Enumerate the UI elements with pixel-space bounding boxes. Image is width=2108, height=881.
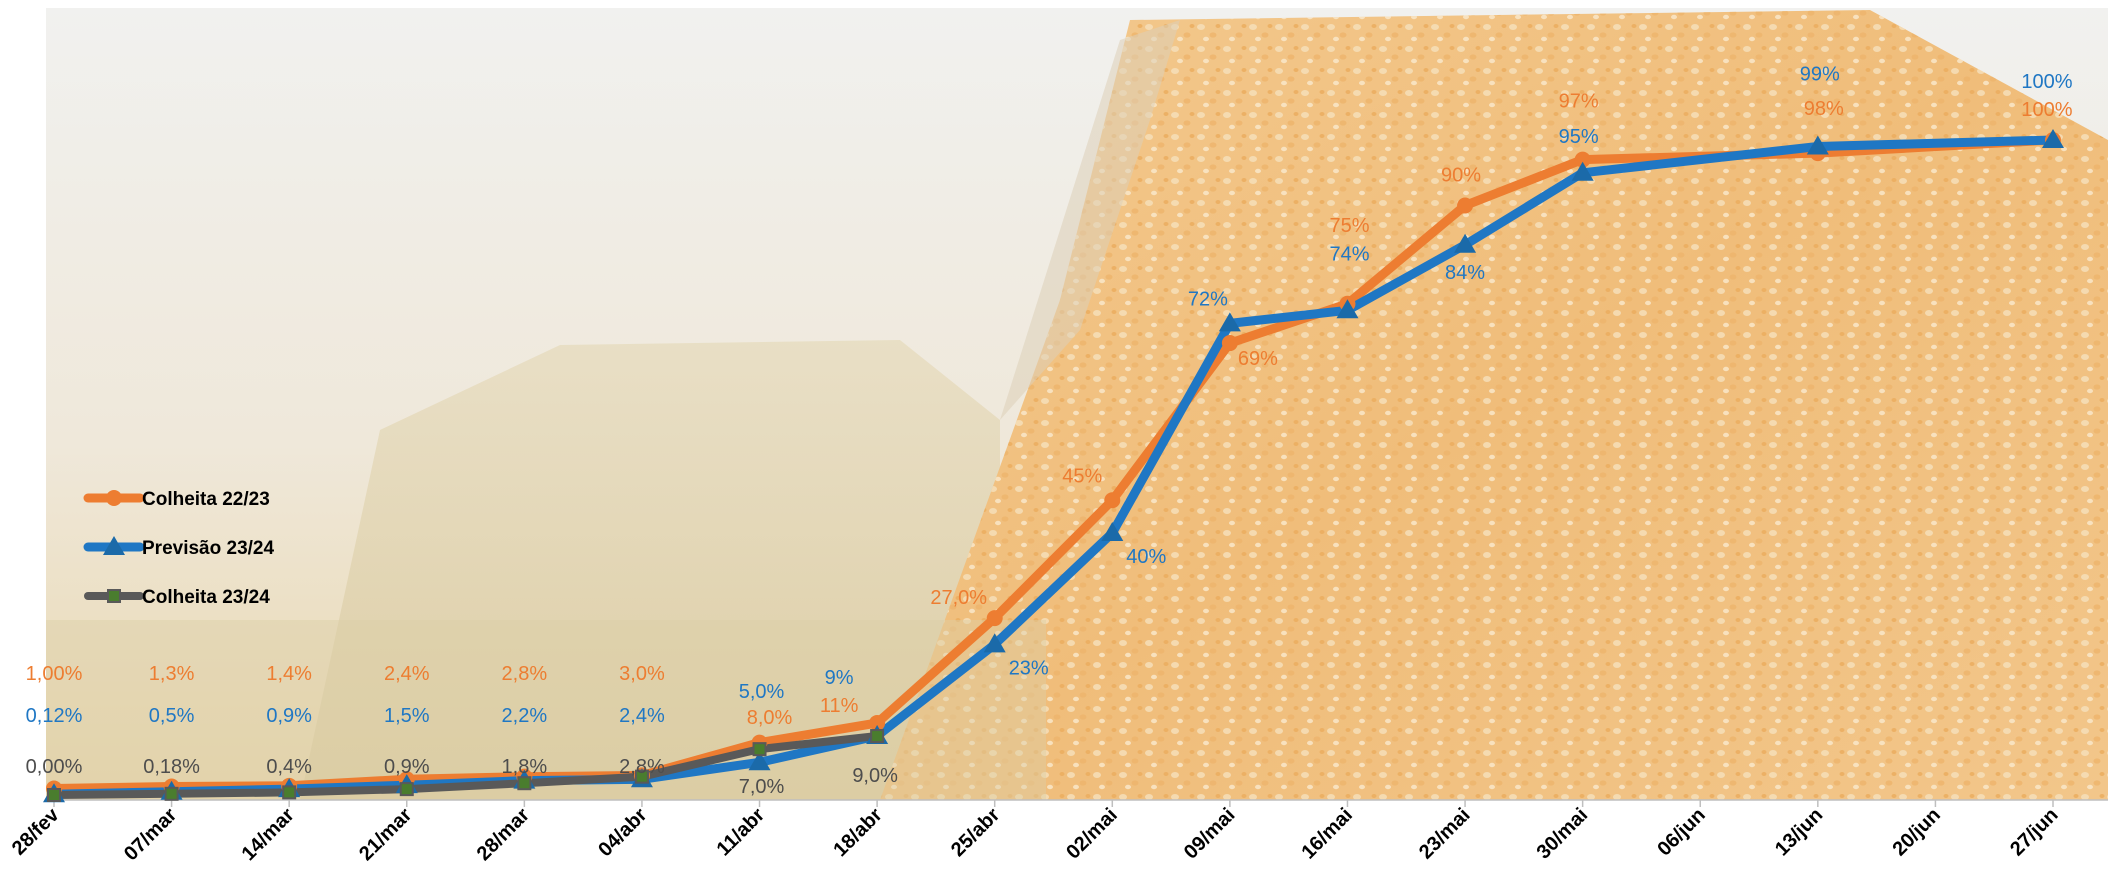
data-point-marker (1806, 135, 1829, 155)
data-label: 1,4% (266, 663, 312, 685)
data-label: 0,4% (266, 756, 312, 778)
legend-label: Previsão 23/24 (142, 538, 274, 559)
series-line-2 (50, 732, 882, 799)
legend-marker (106, 490, 122, 506)
data-label: 95% (1559, 126, 1599, 148)
data-label: 0,9% (384, 756, 430, 778)
x-tick-label: 14/mar (238, 804, 299, 865)
data-point-marker (1218, 312, 1241, 332)
data-label: 3,0% (619, 663, 665, 685)
data-label: 99% (1800, 64, 1840, 86)
data-label: 2,8% (619, 756, 665, 778)
data-point-marker (399, 782, 414, 797)
data-label: 0,18% (143, 756, 200, 778)
data-point-marker (869, 714, 886, 731)
data-label: 98% (1804, 98, 1844, 120)
x-tick-label: 18/abr (829, 804, 886, 861)
legend-item: Colheita 22/23 (83, 489, 270, 510)
data-point-marker (983, 633, 1006, 653)
x-tick-label: 27/jun (2006, 804, 2062, 860)
data-point-marker (986, 610, 1003, 627)
data-label: 9,0% (852, 765, 898, 787)
data-point-marker (47, 788, 61, 802)
data-point-marker (164, 786, 179, 801)
data-labels: 1,00% 1,3% 1,4% 2,4% 2,8% 3,0% 8,0% 11% 27,0% 45%… (26, 64, 2073, 798)
series-line-0 (49, 135, 2058, 793)
x-tick-label: 21/mar (355, 804, 416, 865)
x-tick-label: 07/mar (120, 804, 181, 865)
data-label: 2,4% (619, 705, 665, 727)
data-label: 100% (2021, 99, 2072, 121)
x-tick-label: 28/fev (8, 803, 64, 859)
legend-marker (103, 536, 125, 555)
data-point-marker (1457, 197, 1474, 214)
data-label: 1,5% (384, 705, 430, 727)
data-label: 97% (1559, 91, 1599, 113)
data-label: 75% (1329, 215, 1369, 237)
data-label: 69% (1238, 348, 1278, 370)
data-point-marker (282, 785, 297, 800)
x-tick-label: 25/abr (947, 804, 1004, 861)
legend-label: Colheita 23/24 (142, 587, 270, 608)
data-point-marker (2042, 129, 2064, 148)
series-markers (43, 129, 2064, 803)
data-label: 40% (1126, 546, 1166, 568)
data-point-marker (870, 729, 885, 744)
data-point-marker (752, 742, 767, 757)
data-label: 45% (1062, 465, 1102, 487)
data-label: 0,00% (26, 756, 83, 778)
data-label: 27,0% (930, 587, 987, 609)
x-tick-label: 09/mai (1180, 804, 1240, 864)
data-label: 9% (825, 667, 854, 689)
data-point-marker (1574, 151, 1591, 168)
legend-item: Colheita 23/24 (84, 587, 270, 608)
data-label: 0,5% (149, 705, 195, 727)
legend-marker (107, 589, 121, 603)
data-label: 11% (820, 695, 859, 717)
data-point-marker (1571, 161, 1594, 181)
data-label: 1,00% (26, 663, 83, 685)
data-label: 0,12% (26, 705, 83, 727)
x-axis-ticks: 28/fev 07/mar 14/mar 21/mar 28/mar 04/abr 11/a… (8, 800, 2063, 865)
legend: Colheita 22/23 Previsão 23/24 Colheita 23/… (83, 489, 274, 608)
series-lines (49, 135, 2058, 799)
data-label: 2,8% (502, 663, 548, 685)
data-label: 2,4% (384, 663, 430, 685)
x-tick-label: 20/jun (1889, 804, 1945, 860)
data-label: 8,0% (747, 707, 793, 729)
x-tick-label: 13/jun (1771, 804, 1827, 860)
data-point-marker (1454, 233, 1477, 253)
x-tick-label: 02/mai (1062, 804, 1122, 864)
x-tick-label: 04/abr (594, 804, 651, 861)
data-point-marker (1104, 492, 1121, 509)
data-label: 72% (1188, 288, 1228, 310)
data-label: 7,0% (739, 776, 785, 798)
data-label: 23% (1009, 657, 1049, 679)
legend-label: Colheita 22/23 (142, 489, 270, 510)
background-photo (46, 8, 2108, 800)
data-label: 2,2% (502, 705, 548, 727)
data-label: 1,3% (149, 663, 195, 685)
data-label: 90% (1441, 165, 1481, 187)
data-label: 84% (1445, 262, 1485, 284)
data-label: 5,0% (739, 681, 785, 703)
data-point-marker (1101, 522, 1124, 541)
x-tick-label: 06/jun (1653, 804, 1709, 860)
data-point-marker (517, 776, 532, 791)
x-tick-label: 30/mai (1533, 804, 1593, 864)
data-label: 74% (1329, 243, 1369, 265)
x-tick-label: 16/mai (1297, 804, 1357, 864)
x-tick-label: 11/abr (713, 804, 770, 861)
data-label: 100% (2021, 71, 2072, 93)
data-label: 1,8% (502, 756, 548, 778)
data-point-marker (748, 751, 771, 771)
data-label: 0,9% (266, 705, 312, 727)
data-point-marker (634, 769, 649, 784)
data-point-marker (1336, 299, 1359, 319)
x-tick-label: 23/mai (1415, 804, 1475, 864)
data-point-marker (1221, 335, 1238, 352)
x-tick-label: 28/mar (473, 804, 534, 865)
legend-item: Previsão 23/24 (83, 536, 274, 559)
